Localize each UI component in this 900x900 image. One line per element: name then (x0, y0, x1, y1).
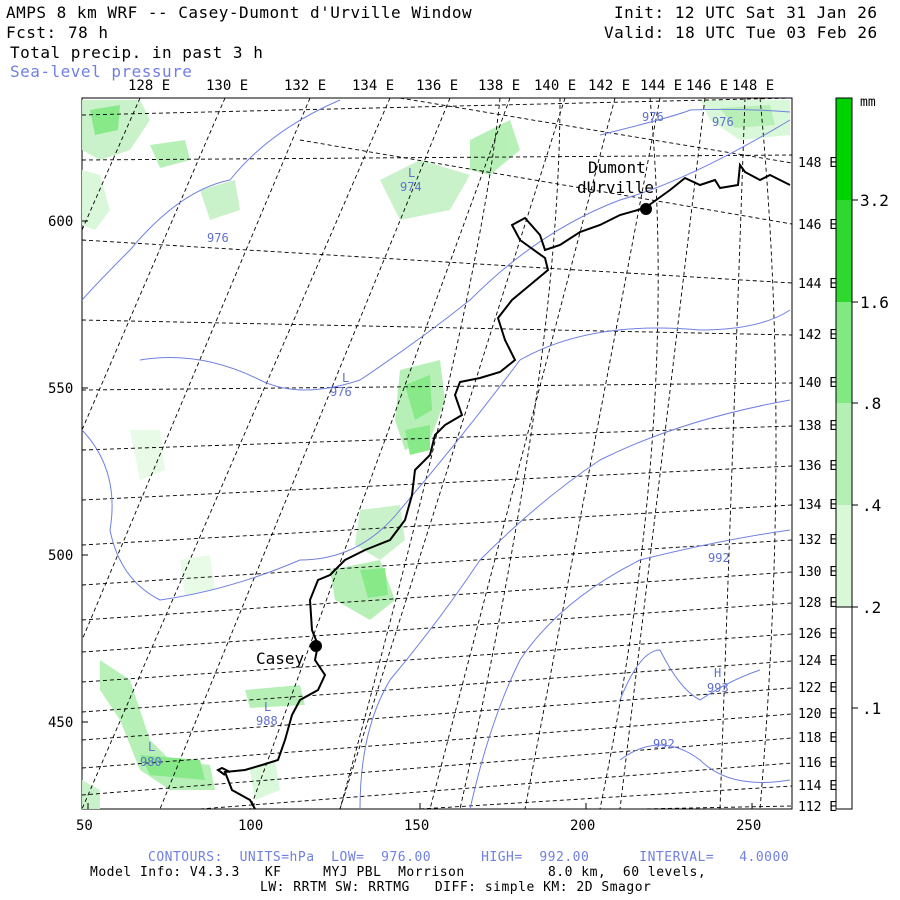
pressure-system-label: L (408, 166, 415, 180)
plot-frame (81, 97, 793, 810)
right-lon-label: 146 E (798, 218, 837, 233)
pressure-label: 992 (653, 737, 675, 751)
right-lon-label: 144 E (798, 277, 837, 292)
contour-info: CONTOURS: UNITS=hPa LOW= 976.00 HIGH= 99… (148, 850, 790, 865)
pressure-label: 976 (642, 110, 664, 124)
colorbar-level-label: .8 (862, 394, 881, 413)
colorbar-level-label: 1.6 (860, 293, 889, 312)
station-dumont-label: Dumont (588, 158, 646, 177)
colorbar-level-label: 3.2 (860, 191, 889, 210)
colorbar: mm 3.2 1.6 .8 .4 .2 .1 (835, 95, 889, 810)
y-tick-label: 450 (48, 715, 73, 731)
right-lon-label: 122 E (798, 681, 837, 696)
right-lon-label: 118 E (798, 731, 837, 746)
right-lon-label: 138 E (798, 419, 837, 434)
right-lon-label: 132 E (798, 533, 837, 548)
right-lon-label: 116 E (798, 756, 837, 771)
top-lon-label: 136 E (416, 78, 458, 94)
y-tick-label: 500 (48, 548, 73, 564)
top-lon-label: 132 E (284, 78, 326, 94)
colorbar-swatch (836, 98, 852, 200)
right-lon-label: 120 E (798, 707, 837, 722)
right-lon-label: 124 E (798, 654, 837, 669)
pressure-system-label: L (148, 740, 155, 754)
field-name: Total precip. in past 3 h (10, 43, 264, 62)
y-tick-label: 600 (48, 214, 73, 230)
top-lon-label: 148 E (732, 78, 774, 94)
station-dumont-durville-marker (640, 203, 652, 215)
top-lon-label: 144 E (640, 78, 682, 94)
right-lon-label: 142 E (798, 328, 837, 343)
coastline-island (216, 766, 231, 776)
colorbar-level-label: .4 (862, 496, 881, 515)
forecast-hours: 78 h (68, 23, 109, 42)
top-lon-label: 128 E (128, 78, 170, 94)
pressure-label: 974 (400, 180, 422, 194)
right-lon-label: 128 E (798, 596, 837, 611)
pressure-system-label: L (342, 371, 349, 385)
x-tick-label: 250 (736, 818, 761, 834)
station-casey-label: Casey (256, 649, 305, 668)
colorbar-level-label: .2 (862, 598, 881, 617)
right-lon-label: 140 E (798, 376, 837, 391)
colorbar-swatch (835, 606, 853, 810)
x-tick-label: 200 (570, 818, 595, 834)
top-lon-label: 140 E (534, 78, 576, 94)
colorbar-swatch (836, 302, 852, 403)
top-lon-label: 138 E (478, 78, 520, 94)
init-time: Init: 12 UTC Sat 31 Jan 26 (614, 3, 878, 22)
x-tick-label: 50 (76, 818, 93, 834)
meridian-lines (81, 97, 746, 810)
top-lon-label: 130 E (206, 78, 248, 94)
pressure-label: 980 (140, 755, 162, 769)
map-title: AMPS 8 km WRF -- Casey-Dumont d'Urville … (6, 3, 473, 22)
top-lon-label: 146 E (686, 78, 728, 94)
pressure-label: 976 (712, 115, 734, 129)
coastline (223, 162, 791, 810)
x-tick-label: 150 (404, 818, 429, 834)
longitude-rays (81, 97, 793, 810)
y-tick-label: 550 (48, 381, 73, 397)
pressure-label: 988 (256, 714, 278, 728)
pressure-label: 993 (707, 681, 729, 695)
pressure-contours (81, 99, 791, 810)
station-casey-marker (310, 640, 322, 652)
colorbar-unit: mm (860, 95, 876, 110)
pressure-system-label: L (264, 700, 271, 714)
top-lon-label: 142 E (588, 78, 630, 94)
precip-shading (82, 100, 790, 809)
x-tick-label: 100 (238, 818, 263, 834)
colorbar-level-label: .1 (862, 699, 881, 718)
right-lon-label: 130 E (798, 565, 837, 580)
forecast-label: Fcst: (6, 23, 57, 42)
colorbar-swatch (836, 403, 852, 505)
station-durville-label: dUrville (577, 178, 654, 197)
pressure-label: 992 (708, 551, 730, 565)
right-lon-label: 126 E (798, 627, 837, 642)
pressure-label: 976 (330, 385, 352, 399)
pressure-system-label: H (714, 666, 721, 680)
right-lon-label: 112 E (798, 800, 837, 815)
top-lon-label: 134 E (352, 78, 394, 94)
right-lon-label: 134 E (798, 498, 837, 513)
pressure-label: 976 (207, 231, 229, 245)
physics-info: LW: RRTM SW: RRTMG DIFF: simple KM: 2D S… (260, 880, 652, 895)
colorbar-swatch (836, 505, 852, 607)
colorbar-swatch (836, 200, 852, 302)
right-lon-label: 114 E (798, 779, 837, 794)
overlay-name: Sea-level pressure (10, 62, 193, 81)
right-lon-label: 148 E (798, 156, 837, 171)
right-lon-label: 136 E (798, 459, 837, 474)
model-info: Model Info: V4.3.3 KF MYJ PBL Morrison 8… (90, 865, 707, 880)
valid-time: Valid: 18 UTC Tue 03 Feb 26 (604, 23, 878, 42)
